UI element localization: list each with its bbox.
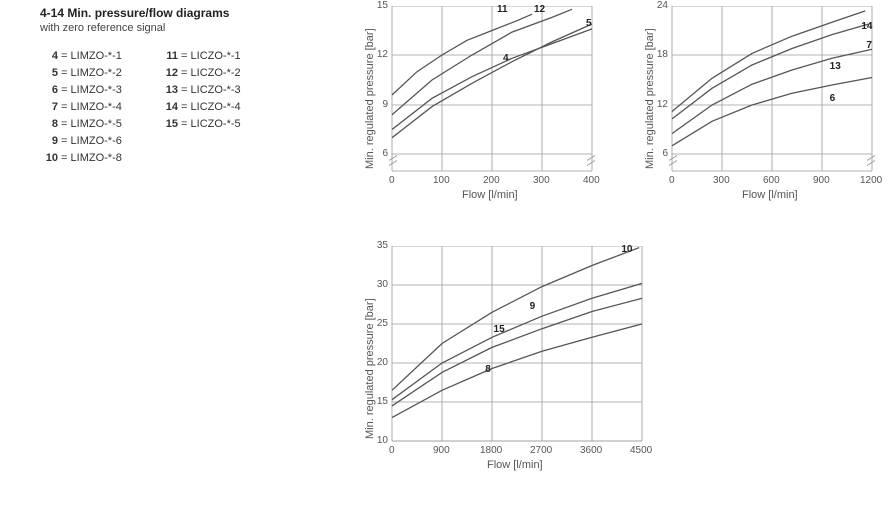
ytick: 24 [657,0,668,11]
xtick: 0 [389,175,395,186]
ytick: 10 [377,435,388,446]
chart-a: 6912150100200300400451112Min. regulated … [360,6,598,211]
xtick: 1200 [860,175,882,186]
xtick: 600 [763,175,780,186]
page-subtitle: with zero reference signal [40,22,340,34]
xtick: 0 [669,175,675,186]
ytick: 25 [377,318,388,329]
curve-9 [392,283,642,399]
x-axis-label: Flow [l/min] [742,189,798,201]
ytick: 15 [377,0,388,11]
legend-col-2: 11 = LICZO-*-112 = LICZO-*-213 = LICZO-*… [160,48,280,167]
ytick: 15 [377,396,388,407]
ytick: 12 [377,49,388,60]
legend-item: 5 = LIMZO-*-2 [40,65,160,82]
legend-item: 12 = LICZO-*-2 [160,65,280,82]
xtick: 1800 [480,445,502,456]
curve-label-14: 14 [861,21,872,32]
title-prefix: 4-14 [40,6,64,20]
ytick: 35 [377,240,388,251]
ytick: 9 [382,99,388,110]
curve-12 [392,9,572,115]
legend-col-1: 4 = LIMZO-*-15 = LIMZO-*-26 = LIMZO-*-37… [40,48,160,167]
ytick: 6 [382,148,388,159]
xtick: 900 [433,445,450,456]
legend-item: 4 = LIMZO-*-1 [40,48,160,65]
curve-label-4: 4 [503,53,509,64]
page-title: 4-14 Min. pressure/flow diagrams [40,6,340,20]
legend-item: 7 = LIMZO-*-4 [40,99,160,116]
legend-item: 14 = LICZO-*-4 [160,99,280,116]
curve-label-7: 7 [866,40,872,51]
xtick: 4500 [630,445,652,456]
curve-label-11: 11 [497,4,508,15]
curve-label-15: 15 [494,324,505,335]
ytick: 6 [662,148,668,159]
legend-item: 10 = LIMZO-*-8 [40,150,160,167]
chart-b: 612182403006009001200671314Min. regulate… [640,6,878,211]
xtick: 2700 [530,445,552,456]
y-axis-label: Min. regulated pressure [bar] [364,298,376,439]
y-axis-label: Min. regulated pressure [bar] [364,28,376,169]
chart-c: 10152025303509001800270036004500891015Mi… [360,246,648,481]
xtick: 100 [433,175,450,186]
curve-label-12: 12 [534,4,545,15]
xtick: 3600 [580,445,602,456]
legend-item: 11 = LICZO-*-1 [160,48,280,65]
curve-label-5: 5 [586,18,592,29]
xtick: 900 [813,175,830,186]
legend-item: 8 = LIMZO-*-5 [40,116,160,133]
legend-item: 6 = LIMZO-*-3 [40,82,160,99]
title-text: Min. pressure/flow diagrams [67,6,229,20]
curve-label-13: 13 [830,61,841,72]
xtick: 300 [713,175,730,186]
x-axis-label: Flow [l/min] [462,189,518,201]
xtick: 200 [483,175,500,186]
x-axis-label: Flow [l/min] [487,459,543,471]
curve-15 [392,298,642,406]
ytick: 20 [377,357,388,368]
header-legend-block: 4-14 Min. pressure/flow diagrams with ze… [40,6,340,167]
legend-item: 15 = LICZO-*-5 [160,116,280,133]
xtick: 300 [533,175,550,186]
legend-item: 9 = LIMZO-*-6 [40,133,160,150]
curve-label-6: 6 [830,93,836,104]
page: { "header": { "title_prefix": "4-14", "t… [0,0,889,505]
legend: 4 = LIMZO-*-15 = LIMZO-*-26 = LIMZO-*-37… [40,48,340,167]
ytick: 12 [657,99,668,110]
y-axis-label: Min. regulated pressure [bar] [644,28,656,169]
curve-label-10: 10 [621,244,632,255]
legend-item: 13 = LICZO-*-3 [160,82,280,99]
ytick: 18 [657,49,668,60]
curve-label-9: 9 [530,301,536,312]
curve-10 [392,248,639,391]
xtick: 0 [389,445,395,456]
ytick: 30 [377,279,388,290]
xtick: 400 [583,175,600,186]
curve-label-8: 8 [485,364,491,375]
